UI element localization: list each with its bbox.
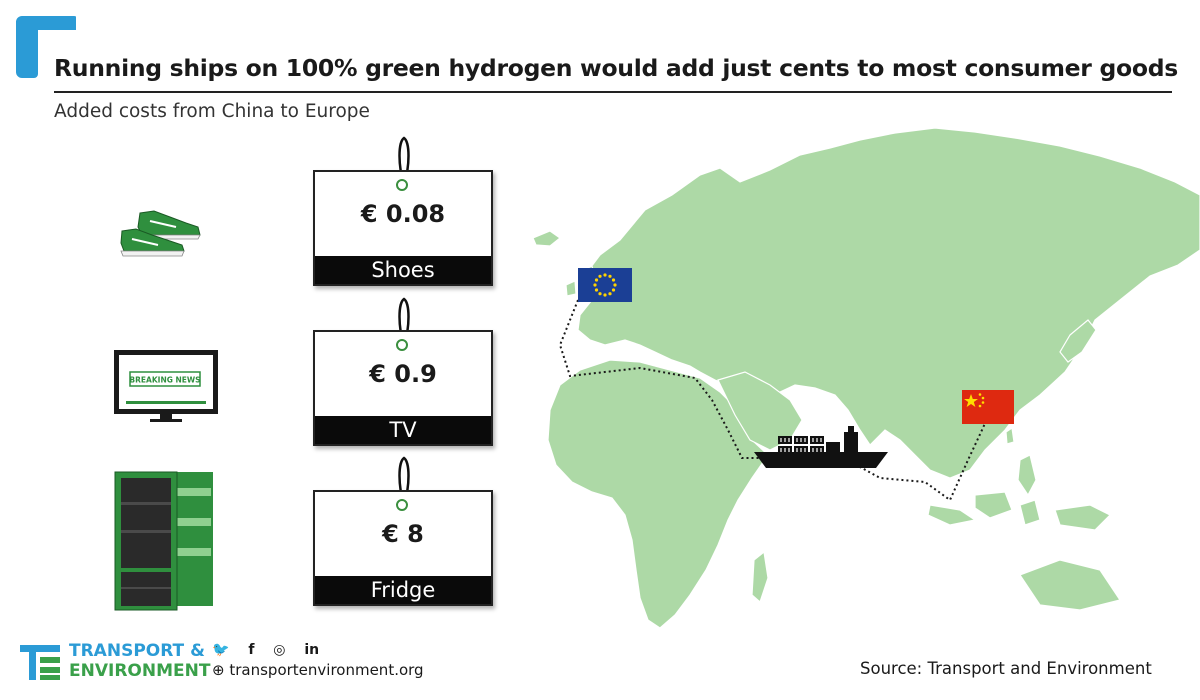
te-logo-icon [20, 645, 60, 680]
tv-icon: BREAKING NEWS [114, 350, 218, 422]
china-flag-icon [962, 390, 1014, 424]
corner-bracket-icon [16, 16, 76, 78]
shoes-icon [120, 210, 201, 257]
page-title: Running ships on 100% green hydrogen wou… [54, 54, 1178, 82]
website-link[interactable]: ⊕ transportenvironment.org [212, 661, 424, 679]
eu-flag-icon [578, 268, 632, 302]
tag-hole [396, 339, 408, 351]
eurasia-landmass [577, 127, 1200, 479]
tag-string [398, 136, 410, 185]
source-note: Source: Transport and Environment [860, 659, 1152, 678]
brand-line-2: ENVIRONMENT [69, 661, 211, 681]
product-label: Shoes [315, 256, 491, 284]
tag-hole [396, 179, 408, 191]
world-map [532, 127, 1200, 629]
africa-landmass [547, 359, 769, 629]
price-tag-tv: € 0.9 TV [313, 330, 493, 446]
product-label: Fridge [315, 576, 491, 604]
fridge-icon [114, 471, 213, 611]
brand-line-1: TRANSPORT & [69, 641, 205, 661]
instagram-icon[interactable]: ◎ [273, 642, 286, 658]
page-subtitle: Added costs from China to Europe [54, 101, 370, 122]
product-label: TV [315, 416, 491, 444]
price-value: € 0.9 [369, 360, 437, 388]
title-divider [54, 91, 1172, 93]
brand-name: TRANSPORT & ENVIRONMENT [69, 641, 210, 681]
arabia-landmass [717, 371, 803, 451]
twitter-icon[interactable]: 🐦 [212, 642, 230, 658]
tag-hole [396, 499, 408, 511]
globe-icon: ⊕ [212, 661, 225, 679]
facebook-icon[interactable]: f [248, 642, 255, 658]
tv-screen-text: BREAKING NEWS [129, 376, 200, 385]
linkedin-icon[interactable]: in [304, 642, 320, 658]
website-text: transportenvironment.org [229, 661, 424, 679]
social-links: 🐦 f ◎ in [212, 642, 333, 658]
price-tag-fridge: € 8 Fridge [313, 490, 493, 606]
tag-string [398, 297, 410, 346]
shipping-route [558, 299, 991, 502]
price-value: € 0.08 [360, 200, 446, 228]
price-tag-shoes: € 0.08 Shoes [313, 170, 493, 286]
tag-string [398, 456, 410, 505]
price-value: € 8 [382, 520, 424, 548]
container-ship-icon [754, 426, 888, 468]
